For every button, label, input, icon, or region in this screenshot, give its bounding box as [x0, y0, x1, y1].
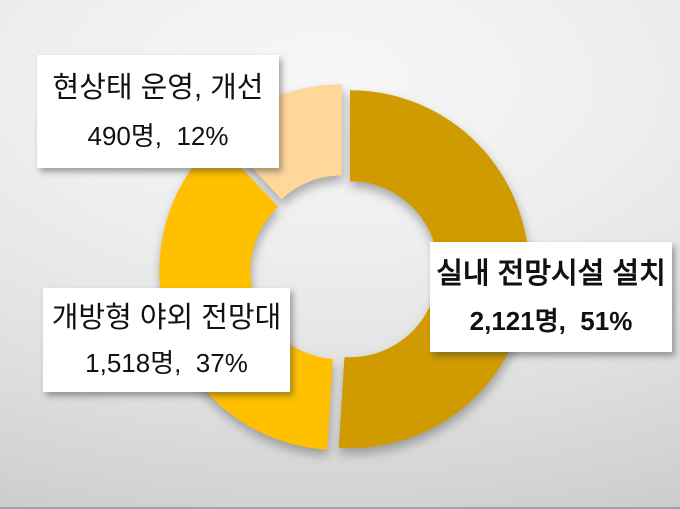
callout-outdoor-title: 개방형 야외 전망대	[51, 301, 282, 334]
callout-indoor-value: 2,121명, 51%	[469, 305, 633, 336]
callout-indoor-title: 실내 전망시설 설치	[436, 257, 666, 290]
pie-slice-1	[338, 90, 529, 449]
callout-outdoor-observatory: 개방형 야외 전망대 1,518명, 37%	[43, 288, 290, 392]
slide-bottom-edge	[0, 507, 680, 509]
callout-indoor-facility: 실내 전망시설 설치 2,121명, 51%	[430, 242, 672, 352]
callout-current-title: 현상태 운영, 개선	[52, 71, 264, 104]
callout-current-value: 490명, 12%	[87, 120, 229, 151]
callout-outdoor-value: 1,518명, 37%	[85, 347, 248, 378]
callout-current-operation: 현상태 운영, 개선 490명, 12%	[37, 55, 279, 168]
